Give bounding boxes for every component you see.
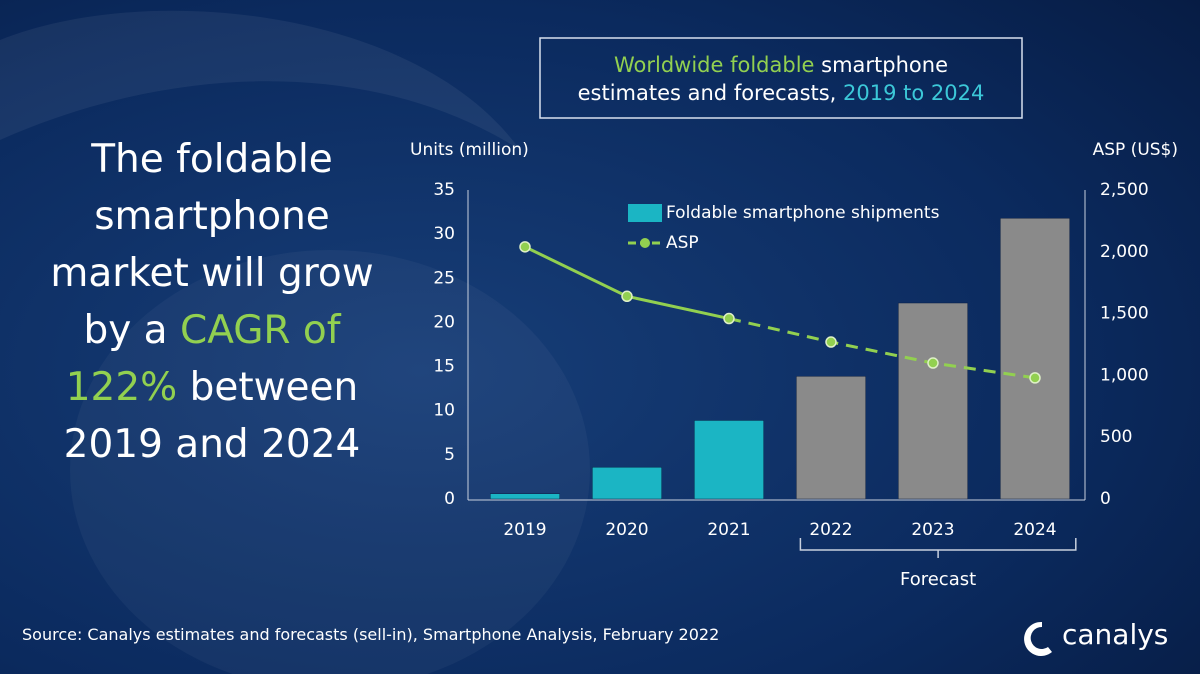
headline: The foldable smartphone market will grow… [50, 137, 373, 467]
chart-title: Worldwide foldable smartphone [614, 53, 948, 77]
bar [1000, 218, 1070, 500]
line-point [723, 312, 735, 325]
y2-tick-label: 0 [1100, 489, 1111, 509]
y2-tick-label: 1,500 [1100, 304, 1149, 324]
headline-line: smartphone [94, 194, 330, 239]
x-tick-label: 2022 [809, 520, 852, 540]
legend-swatch [628, 204, 662, 222]
legend-label: ASP [666, 233, 699, 253]
forecast-label: Forecast [900, 569, 976, 590]
legend-swatch [640, 238, 650, 248]
y2-tick-label: 2,500 [1100, 180, 1149, 200]
y-tick-label: 10 [433, 401, 455, 421]
y-tick-label: 35 [433, 180, 455, 200]
bar [694, 420, 764, 500]
y2-tick-label: 500 [1100, 427, 1132, 447]
forecast-bracket [799, 538, 1077, 558]
y-tick-label: 15 [433, 357, 455, 377]
source: Source: Canalys estimates and forecasts … [22, 625, 719, 644]
line-point [621, 290, 633, 303]
line-point [927, 357, 939, 369]
headline-line: by a CAGR of [83, 308, 341, 353]
y2-axis-title: ASP (US$) [1093, 140, 1178, 160]
y-tick-label: 0 [444, 489, 455, 509]
y2-tick-label: 1,000 [1100, 365, 1149, 385]
line [728, 317, 1036, 380]
y-tick-label: 30 [433, 224, 455, 244]
legend-label: Foldable smartphone shipments [666, 203, 940, 223]
y-tick-label: 20 [433, 312, 455, 332]
y-tick-label: 25 [433, 268, 455, 288]
logo-mark [1024, 621, 1052, 656]
x-tick-label: 2024 [1013, 520, 1056, 540]
headline-line: market will grow [50, 251, 373, 296]
headline-line: The foldable [90, 137, 333, 182]
line-point [825, 336, 837, 348]
x-tick-label: 2023 [911, 520, 954, 540]
x-tick-label: 2019 [503, 520, 546, 540]
chart-title: estimates and forecasts, 2019 to 2024 [578, 81, 985, 105]
swirl [70, 250, 590, 678]
bar [592, 466, 662, 500]
x-tick-label: 2021 [707, 520, 750, 540]
title-box [539, 37, 1023, 119]
y-tick-label: 5 [444, 445, 455, 465]
logo: canalys [1024, 618, 1168, 656]
headline-line: 2019 and 2024 [64, 422, 361, 467]
x-tick-label: 2020 [605, 520, 648, 540]
line-point [1029, 372, 1041, 384]
y-axis-title: Units (million) [410, 140, 529, 160]
bar [796, 376, 866, 500]
bar [898, 302, 968, 500]
bar [490, 493, 560, 500]
y2-tick-label: 2,000 [1100, 242, 1149, 262]
headline-line: 122% between [66, 365, 359, 410]
brand: canalys [1062, 618, 1168, 651]
line-point [519, 241, 531, 253]
swirl [0, 10, 520, 151]
